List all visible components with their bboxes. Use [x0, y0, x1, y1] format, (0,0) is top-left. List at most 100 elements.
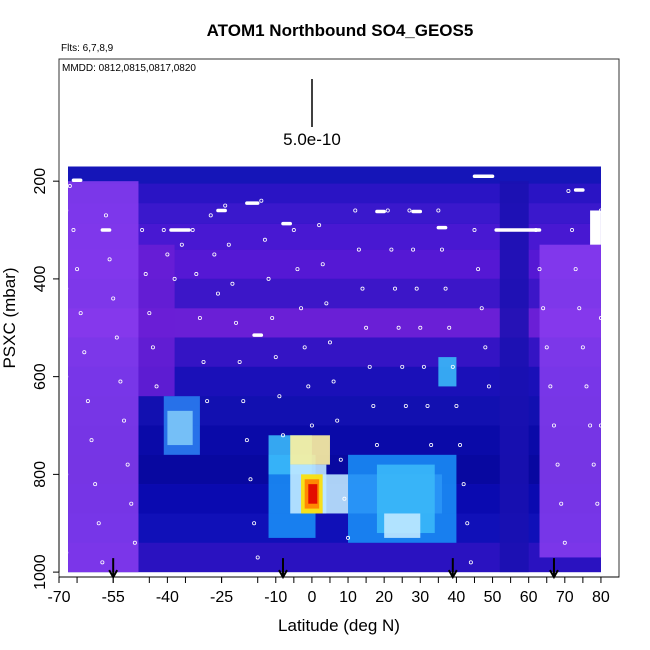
sample-point — [436, 208, 441, 213]
x-tick-label: -70 — [47, 589, 70, 606]
sample-point — [367, 364, 372, 369]
sample-point — [302, 345, 307, 350]
sample-point — [259, 198, 264, 203]
sample-point — [241, 399, 246, 404]
sample-point — [132, 540, 137, 545]
sample-point — [353, 208, 358, 213]
y-tick-label: 1000 — [32, 554, 49, 590]
sample-point — [75, 267, 80, 272]
sample-point — [598, 315, 603, 320]
curtain-lat-band — [499, 181, 529, 573]
curtain-lat-band — [138, 244, 175, 397]
plot-area — [64, 166, 603, 573]
sample-point — [418, 325, 423, 330]
curtain-cell — [438, 357, 457, 387]
sample-point — [403, 403, 408, 408]
sample-point — [197, 315, 202, 320]
sample-point — [555, 462, 560, 467]
sample-point — [147, 311, 152, 316]
curtain-level-band — [68, 166, 601, 184]
chart-title: ATOM1 Northbound SO4_GEOS5 — [207, 21, 474, 40]
sample-point — [551, 423, 556, 428]
sample-point — [374, 443, 379, 448]
sample-point — [396, 325, 401, 330]
x-tick-label: 80 — [592, 589, 610, 606]
sample-point — [389, 247, 394, 252]
curtain-level-band — [68, 203, 601, 224]
sample-point — [544, 345, 549, 350]
sample-point — [335, 418, 340, 423]
sample-point — [64, 472, 69, 477]
sample-point — [140, 228, 145, 233]
sample-point — [450, 364, 455, 369]
sample-point — [125, 462, 130, 467]
sample-point — [338, 457, 343, 462]
sample-point — [212, 252, 217, 257]
curtain-cell — [384, 513, 421, 538]
sample-point — [407, 208, 412, 213]
sample-point — [107, 257, 112, 262]
sample-point — [317, 223, 322, 228]
sample-point — [205, 399, 210, 404]
sample-point — [299, 306, 304, 311]
sample-point — [591, 462, 596, 467]
sample-point — [208, 213, 213, 218]
curtain-cell — [290, 435, 330, 465]
sample-point — [533, 228, 538, 233]
sample-point — [103, 213, 108, 218]
sample-point — [143, 272, 148, 277]
x-tick-label: -25 — [210, 589, 233, 606]
sample-point — [122, 418, 127, 423]
sample-point — [411, 247, 416, 252]
sample-point — [100, 560, 105, 565]
sample-point — [486, 384, 491, 389]
x-tick-label: -40 — [156, 589, 179, 606]
sample-point — [96, 521, 101, 526]
sample-point — [93, 482, 98, 487]
sample-point — [309, 423, 314, 428]
sample-point — [537, 267, 542, 272]
sample-point — [439, 247, 444, 252]
sample-point — [306, 384, 311, 389]
y-tick-label: 600 — [32, 363, 49, 390]
sample-point — [226, 242, 231, 247]
flight-leg-markers — [108, 558, 559, 580]
sample-point — [273, 355, 278, 360]
sample-point — [270, 315, 275, 320]
sample-point — [320, 262, 325, 267]
sample-point — [248, 477, 253, 482]
sample-point — [458, 443, 463, 448]
sample-point — [64, 208, 69, 213]
flight-leg-arrow-head — [447, 569, 458, 580]
sample-point — [295, 267, 300, 272]
sample-point — [461, 482, 466, 487]
curtain-level-band — [68, 183, 601, 204]
sample-point — [598, 423, 603, 428]
sample-point — [414, 286, 419, 291]
sample-point — [425, 403, 430, 408]
sample-point — [64, 550, 69, 555]
sample-point — [255, 555, 260, 560]
sample-point — [476, 267, 481, 272]
sample-point — [447, 325, 452, 330]
sample-point — [71, 228, 76, 233]
sample-point — [280, 433, 285, 438]
sample-point — [67, 184, 72, 189]
sample-point — [201, 359, 206, 364]
curtain-lat-band — [539, 244, 601, 558]
sample-point — [179, 242, 184, 247]
sample-point — [165, 252, 170, 257]
sample-point — [429, 443, 434, 448]
sample-point — [584, 384, 589, 389]
curtain-lat-band — [68, 181, 139, 573]
sample-point — [262, 237, 267, 242]
curtain-cell — [167, 410, 193, 446]
sample-point — [580, 345, 585, 350]
y-tick-label: 200 — [32, 168, 49, 195]
sample-point — [172, 276, 177, 281]
x-tick-label: 40 — [448, 589, 466, 606]
sample-point — [237, 359, 242, 364]
sample-point — [588, 423, 593, 428]
sample-point — [443, 286, 448, 291]
